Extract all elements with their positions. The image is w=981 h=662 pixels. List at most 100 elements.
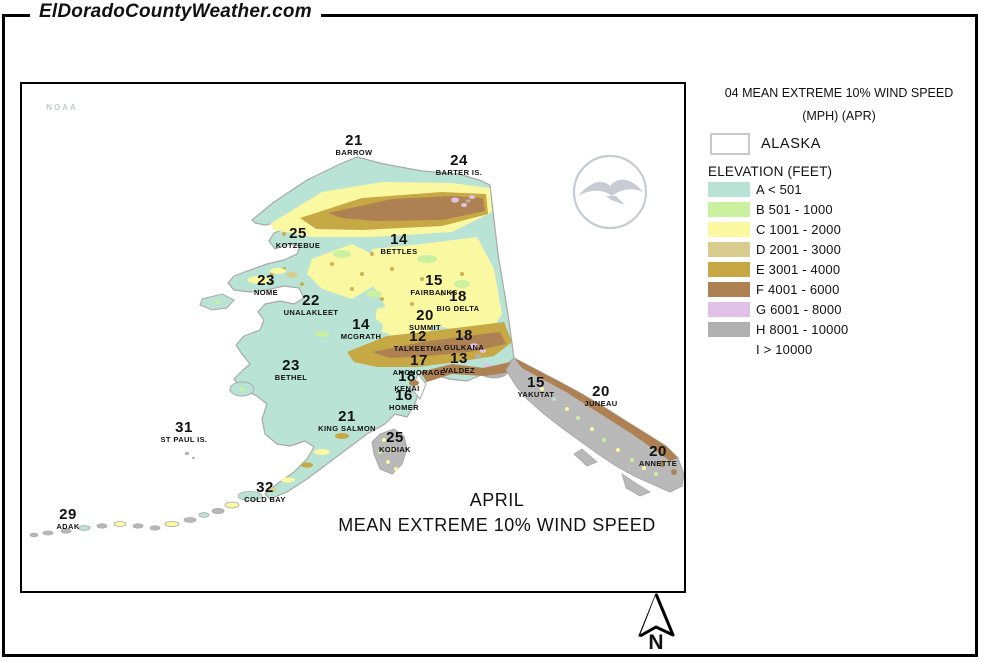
panhandle-ridge: [514, 358, 678, 461]
legend-subtitle: (MPH) (APR): [802, 109, 876, 123]
map-title-line1: APRIL: [469, 490, 525, 510]
north-label: N: [648, 631, 664, 654]
station-name: JUNEAU: [584, 399, 618, 408]
station-juneau: 20 JUNEAU: [584, 384, 617, 408]
station-value: 31: [175, 419, 193, 436]
panhandle-speckle: [530, 377, 677, 476]
station-value: 20: [416, 307, 434, 324]
station-barter-is: 24 BARTER IS.: [436, 153, 483, 177]
legend-label-b: B 501 - 1000: [756, 201, 833, 217]
station-bethel: 23 BETHEL: [275, 358, 307, 382]
legend-area-row: ALASKA: [700, 133, 978, 155]
map-title: APRIL MEAN EXTREME 10% WIND SPEED: [302, 490, 692, 536]
noaa-logo: [572, 154, 648, 230]
region-interior-west: [307, 244, 382, 299]
station-name: KENAI: [394, 384, 420, 393]
station-name: TALKEETNA: [393, 344, 443, 353]
station-name: BETTLES: [380, 247, 418, 256]
station-name: KOTZEBUE: [275, 241, 321, 250]
station-name: BIG DELTA: [436, 304, 480, 313]
station-anchorage: 17 ANCHORAGE: [393, 353, 446, 377]
legend-swatch-e: [708, 261, 750, 277]
station-name: ANNETTE: [638, 459, 678, 468]
legend-item-h: H 8001 - 10000: [708, 319, 978, 339]
map-frame: 21 BARROW 24 BARTER IS. 25 KOTZEBUE 14 BETTLES 2…: [20, 82, 686, 593]
station-value: 25: [386, 429, 404, 446]
station-value: 18: [398, 368, 416, 385]
alaska-area-swatch: [710, 133, 750, 155]
legend: 04 MEAN EXTREME 10% WIND SPEED (MPH) (AP…: [700, 84, 978, 359]
north-arrow-right: [639, 593, 675, 638]
station-kenai: 18 KENAI: [394, 369, 419, 393]
station-king-salmon: 21 KING SALMON: [318, 409, 376, 433]
station-value: 18: [455, 327, 473, 344]
station-name: COLD BAY: [244, 495, 286, 504]
station-value: 15: [425, 272, 443, 289]
station-name: GULKANA: [443, 343, 485, 352]
station-name: ADAK: [56, 522, 80, 531]
station-value: 24: [450, 152, 468, 169]
station-name: SUMMIT: [409, 323, 441, 332]
legend-item-b: B 501 - 1000: [708, 199, 978, 219]
legend-swatch-i: [708, 341, 750, 357]
station-cold-bay: 32 COLD BAY: [244, 480, 286, 504]
station-annette: 20 ANNETTE: [639, 444, 677, 468]
station-name: UNALAKLEET: [283, 308, 339, 317]
legend-label-g: G 6001 - 8000: [756, 301, 842, 317]
legend-item-i: I > 10000: [708, 339, 978, 359]
alaska-area-label: ALASKA: [761, 136, 822, 152]
station-name: BARTER IS.: [435, 168, 483, 177]
elevation-heading: ELEVATION (FEET): [708, 164, 833, 179]
legend-label-i: I > 10000: [756, 341, 813, 357]
legend-items: A < 501 B 501 - 1000 C 1001 - 2000 D 2001 -…: [700, 179, 978, 359]
panhandle: [505, 357, 684, 493]
station-nome: 23 NOME: [254, 273, 278, 297]
legend-item-d: D 2001 - 3000: [708, 239, 978, 259]
station-talkeetna: 12 TALKEETNA: [394, 329, 442, 353]
legend-swatch-a: [708, 181, 750, 197]
legend-swatch-c: [708, 221, 750, 237]
station-name: VALDEZ: [443, 366, 475, 375]
station-name: ANCHORAGE: [392, 368, 446, 377]
station-name: YAKUTAT: [517, 390, 555, 399]
legend-label-e: E 3001 - 4000: [756, 261, 841, 277]
station-unalakleet: 22 UNALAKLEET: [284, 293, 339, 317]
legend-title: 04 MEAN EXTREME 10% WIND SPEED: [724, 86, 954, 100]
legend-item-a: A < 501: [708, 179, 978, 199]
station-value: 17: [410, 352, 428, 369]
legend-label-f: F 4001 - 6000: [756, 281, 840, 297]
station-kotzebue: 25 KOTZEBUE: [276, 226, 320, 250]
map-title-line2: MEAN EXTREME 10% WIND SPEED: [338, 515, 656, 535]
station-value: 12: [409, 328, 427, 345]
station-yakutat: 15 YAKUTAT: [518, 375, 555, 399]
legend-swatch-d: [708, 241, 750, 257]
station-value: 13: [450, 350, 468, 367]
station-name: MCGRATH: [340, 332, 382, 341]
region-kuskokwim-hills: [374, 299, 437, 338]
station-kodiak: 25 KODIAK: [379, 430, 411, 454]
legend-label-d: D 2001 - 3000: [756, 241, 841, 257]
legend-swatch-f: [708, 281, 750, 297]
station-valdez: 13 VALDEZ: [443, 351, 475, 375]
station-name: BARROW: [335, 148, 373, 157]
station-gulkana: 18 GULKANA: [444, 328, 484, 352]
station-barrow: 21 BARROW: [336, 133, 373, 157]
station-value: 15: [527, 374, 545, 391]
legend-label-a: A < 501: [756, 181, 802, 197]
texture-dots: [270, 232, 464, 306]
station-value: 14: [390, 231, 408, 248]
legend-item-f: F 4001 - 6000: [708, 279, 978, 299]
region-coast-brown: [420, 362, 512, 382]
legend-label-h: H 8001 - 10000: [756, 321, 849, 337]
station-summit: 20 SUMMIT: [409, 308, 441, 332]
station-value: 14: [352, 316, 370, 333]
station-value: 23: [257, 272, 275, 289]
station-big-delta: 18 BIG DELTA: [437, 289, 480, 313]
station-bettles: 14 BETTLES: [381, 232, 418, 256]
aleutian-islands: [29, 491, 263, 538]
site-title: ElDoradoCountyWeather.com: [30, 1, 321, 23]
station-name: ST PAUL IS.: [160, 435, 208, 444]
station-fairbanks: 15 FAIRBANKS: [410, 273, 457, 297]
station-value: 21: [345, 132, 363, 149]
